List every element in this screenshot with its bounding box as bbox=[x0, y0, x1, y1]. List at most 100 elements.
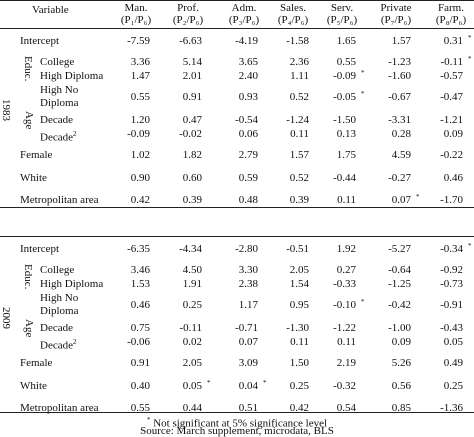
table-cell: 0.52 bbox=[289, 91, 309, 103]
table-cell: 2.01 bbox=[182, 70, 202, 82]
table-cell: -1.23 bbox=[388, 56, 411, 68]
table-cell: 0.09 bbox=[443, 128, 463, 140]
table-cell: -0.09 bbox=[127, 128, 150, 140]
table-rule bbox=[0, 412, 474, 413]
table-cell: 0.25 bbox=[289, 380, 309, 392]
row-label-text: Decade bbox=[40, 322, 73, 334]
table-cell: 0.11 bbox=[337, 336, 356, 348]
column-ratio: (P₂/P₆) bbox=[172, 14, 204, 26]
table-cell: 0.48 bbox=[238, 194, 258, 206]
column-ratio: (P₃/P₆) bbox=[228, 14, 260, 26]
significance-star: * bbox=[468, 242, 472, 250]
table-cell: 2.79 bbox=[238, 149, 258, 161]
column-name: Private bbox=[380, 2, 412, 14]
table-cell: 0.42 bbox=[289, 402, 309, 414]
table-cell: 0.11 bbox=[290, 336, 309, 348]
table-cell: -0.51 bbox=[286, 243, 309, 255]
row-label-text: Decade bbox=[40, 339, 73, 352]
table-cell: 0.93 bbox=[238, 91, 258, 103]
table-cell: 0.49 bbox=[443, 357, 463, 369]
table-cell: 2.36 bbox=[289, 56, 309, 68]
table-cell: -0.42 bbox=[388, 299, 411, 311]
table-cell: -0.43 bbox=[440, 322, 463, 334]
table-cell: 0.05 bbox=[443, 336, 463, 348]
table-cell: 5.26 bbox=[391, 357, 411, 369]
table-cell: -0.47 bbox=[440, 91, 463, 103]
year-label-1983: 1983 bbox=[0, 99, 12, 121]
table-cell: -1.30 bbox=[286, 322, 309, 334]
table-cell: -0.57 bbox=[440, 70, 463, 82]
table-cell: 0.46 bbox=[130, 299, 150, 311]
column-name: Adm. bbox=[231, 2, 257, 14]
row-label-text: Intercept bbox=[20, 35, 60, 47]
column-ratio: (P₄/P₆) bbox=[277, 14, 309, 26]
row-label-text: Metropolitan area bbox=[20, 194, 99, 206]
table-cell: 2.05 bbox=[182, 357, 202, 369]
table-cell: 0.46 bbox=[443, 172, 463, 184]
row-label-text: Female bbox=[20, 149, 53, 161]
column-name: Serv. bbox=[330, 2, 354, 14]
table-rule bbox=[0, 236, 474, 237]
table-cell: -0.92 bbox=[440, 264, 463, 276]
row-label-text: White bbox=[20, 380, 47, 392]
row-label: Metropolitan area bbox=[20, 194, 99, 207]
table-cell: -0.05 bbox=[333, 91, 356, 103]
row-label: Intercept bbox=[20, 243, 59, 256]
column-ratio: (P₁/P₆) bbox=[120, 14, 152, 26]
table-cell: 1.17 bbox=[238, 299, 258, 311]
table-cell: 0.95 bbox=[289, 299, 309, 311]
column-header-man: Man. (P₁/P₆) bbox=[106, 2, 166, 26]
row-label-superscript: 2 bbox=[72, 130, 77, 138]
row-label: Decade bbox=[40, 114, 73, 127]
row-label-text: High Diploma bbox=[40, 70, 104, 82]
table-cell: -4.34 bbox=[179, 243, 202, 255]
table-cell: 0.25 bbox=[182, 299, 202, 311]
table-cell: 0.27 bbox=[336, 264, 356, 276]
table-cell: 3.09 bbox=[238, 357, 258, 369]
row-label: High No Diploma bbox=[40, 292, 79, 318]
table-cell: -1.22 bbox=[333, 322, 356, 334]
table-cell: 0.31 bbox=[443, 35, 463, 47]
table-cell: 1.20 bbox=[130, 114, 150, 126]
table-cell: -0.11 bbox=[179, 322, 202, 334]
table-cell: -0.09 bbox=[333, 70, 356, 82]
table-cell: 0.02 bbox=[182, 336, 202, 348]
table-cell: 0.55 bbox=[336, 56, 356, 68]
row-label-superscript: 2 bbox=[72, 338, 77, 346]
row-label-text: High Diploma bbox=[40, 278, 104, 290]
column-ratio: (P₅/P₆) bbox=[326, 14, 358, 26]
table-cell: -1.50 bbox=[333, 114, 356, 126]
column-name: Sales. bbox=[280, 2, 306, 14]
table-cell: -1.00 bbox=[388, 322, 411, 334]
table-cell: 0.91 bbox=[130, 357, 150, 369]
row-label: White bbox=[20, 172, 47, 185]
column-header-sales: Sales. (P₄/P₆) bbox=[263, 2, 323, 26]
table-cell: -0.73 bbox=[440, 278, 463, 290]
significance-star: * bbox=[416, 193, 420, 201]
table-cell: -1.70 bbox=[440, 194, 463, 206]
row-label: Metropolitan area bbox=[20, 402, 99, 415]
row-label: College bbox=[40, 264, 74, 277]
table-cell: 0.85 bbox=[391, 402, 411, 414]
table-cell: 0.40 bbox=[130, 380, 150, 392]
row-label: Female bbox=[20, 357, 52, 370]
age-group-label: Age bbox=[23, 319, 35, 338]
row-label: Decade2 bbox=[40, 128, 76, 145]
row-label: High Diploma bbox=[40, 278, 103, 291]
significance-star: * bbox=[361, 90, 365, 98]
table-cell: -1.58 bbox=[286, 35, 309, 47]
table-cell: 1.75 bbox=[336, 149, 356, 161]
table-cell: 2.38 bbox=[238, 278, 258, 290]
significance-star: * bbox=[361, 69, 365, 77]
table-cell: 0.75 bbox=[130, 322, 150, 334]
table-cell: 0.09 bbox=[391, 336, 411, 348]
table-cell: 1.47 bbox=[130, 70, 150, 82]
table-rule bbox=[0, 28, 474, 29]
significance-star: * bbox=[263, 379, 267, 387]
educ-group-label: Educ. bbox=[22, 264, 34, 290]
row-label: White bbox=[20, 380, 47, 393]
row-label-text: Decade bbox=[40, 131, 73, 144]
table-cell: -0.33 bbox=[333, 278, 356, 290]
year-label-2009: 2009 bbox=[0, 307, 12, 329]
table-cell: -1.24 bbox=[286, 114, 309, 126]
